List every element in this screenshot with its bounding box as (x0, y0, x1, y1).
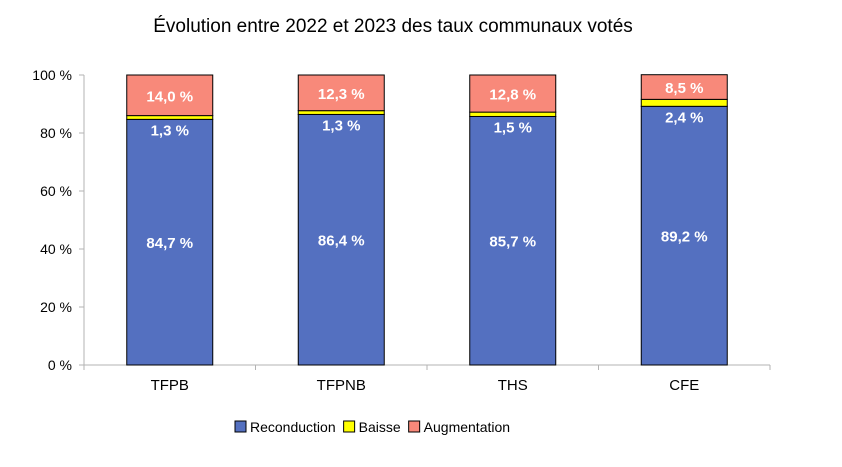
bar-segment-augmentation (297, 74, 385, 112)
x-tick-label: TFPNB (317, 377, 366, 394)
y-tick-label: 80 % (40, 125, 72, 141)
bars (126, 74, 728, 366)
legend-item-augmentation: Augmentation (408, 419, 510, 435)
data-label-augmentation: 8,5 % (665, 80, 703, 97)
data-label-baisse: 1,3 % (151, 122, 189, 139)
bar-segment-reconduction (640, 105, 728, 366)
data-label-augmentation: 12,8 % (489, 87, 536, 104)
y-tick-label: 20 % (40, 299, 72, 315)
legend: Reconduction Baisse Augmentation (234, 419, 510, 435)
bar-segment-reconduction (469, 115, 557, 366)
bar-segment-baisse (126, 115, 214, 120)
legend-label: Baisse (359, 419, 401, 435)
legend-swatch (343, 420, 356, 433)
data-label-reconduction: 89,2 % (661, 229, 708, 246)
data-labels: 84,7 % 1,3 % 14,0 % 86,4 % 1,3 % 12,3 % 85,7 %… (146, 80, 707, 252)
y-tick-label: 100 % (32, 67, 72, 83)
data-label-baisse: 1,3 % (322, 117, 360, 134)
bar-segment-baisse (640, 98, 728, 107)
chart-title: Évolution entre 2022 et 2023 des taux co… (153, 16, 633, 37)
data-label-reconduction: 85,7 % (489, 234, 536, 251)
x-tick-label: TFPB (151, 377, 189, 394)
y-tick-label: 40 % (40, 241, 72, 257)
legend-label: Reconduction (250, 419, 336, 435)
x-tick-label: CFE (669, 377, 699, 394)
legend-swatch (234, 420, 247, 433)
legend-item-reconduction: Reconduction (234, 419, 336, 435)
bar-segment-augmentation (469, 74, 557, 113)
legend-swatch (408, 420, 421, 433)
data-label-augmentation: 14,0 % (146, 88, 193, 105)
bar-segment-augmentation (126, 74, 214, 117)
data-label-baisse: 1,5 % (494, 119, 532, 136)
data-label-reconduction: 86,4 % (318, 233, 365, 250)
legend-item-baisse: Baisse (343, 419, 401, 435)
legend-label: Augmentation (424, 419, 510, 435)
data-label-augmentation: 12,3 % (318, 86, 365, 103)
y-tick-label: 60 % (40, 183, 72, 199)
bar-segment-reconduction (126, 118, 214, 366)
y-tick-label: 0 % (48, 357, 72, 373)
data-label-reconduction: 84,7 % (146, 235, 193, 252)
bar-segment-baisse (469, 111, 557, 117)
bar-segment-reconduction (297, 113, 385, 366)
bar-segment-augmentation (640, 74, 728, 100)
x-tick-label: THS (498, 377, 528, 394)
axes: 0 % 20 % 40 % 60 % 80 % 100 % TFPB TFPNB THS CFE (32, 67, 771, 394)
data-label-baisse: 2,4 % (665, 109, 703, 126)
bar-segment-baisse (297, 110, 385, 115)
